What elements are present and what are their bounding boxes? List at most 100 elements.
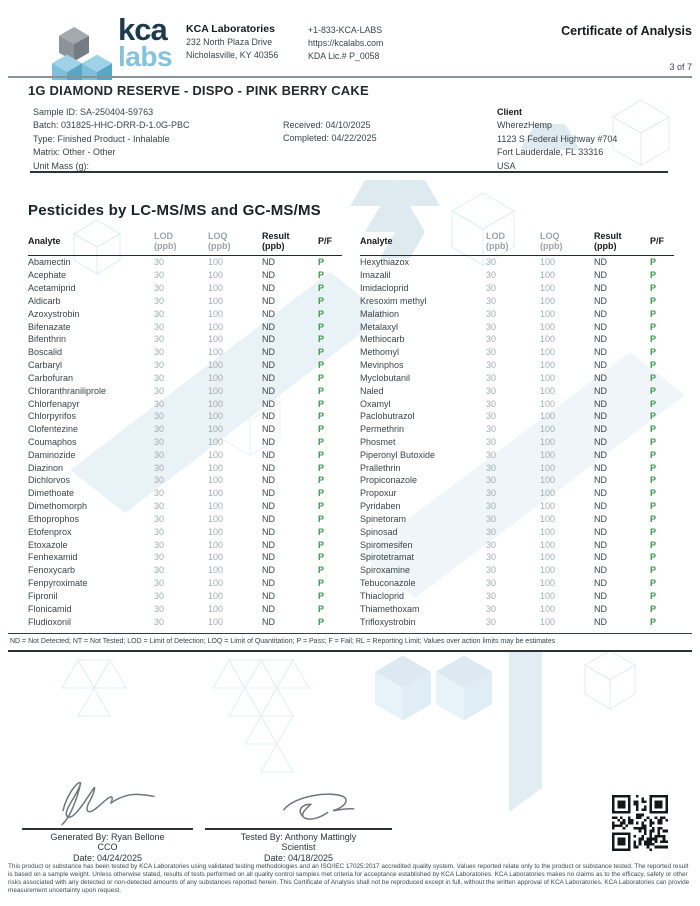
lod-cell: 30: [154, 334, 165, 345]
table-row: Fenpyroximate 30 100 ND P: [28, 577, 342, 590]
loq-cell: 100: [540, 590, 556, 601]
header-line: LOD: [154, 230, 173, 241]
loq-cell: 100: [208, 449, 224, 460]
table-row: Aldicarb 30 100 ND P: [28, 294, 342, 307]
loq-cell: 100: [540, 295, 556, 306]
result-cell: ND: [262, 590, 275, 601]
lab-address-line1: 232 North Plaza Drive: [186, 37, 273, 47]
analyte-cell: Spiroxamine: [360, 565, 411, 576]
lod-cell: 30: [154, 462, 165, 473]
pass-fail-cell: P: [650, 462, 657, 473]
table-row: Dimethomorph 30 100 ND P: [28, 500, 342, 513]
pass-fail-cell: P: [650, 424, 657, 435]
header-line: LOQ: [540, 230, 560, 241]
analyte-cell: Carbaryl: [28, 360, 63, 371]
pass-fail-cell: P: [318, 501, 325, 512]
loq-cell: 100: [540, 385, 556, 396]
pass-fail-cell: P: [650, 578, 657, 589]
pass-fail-cell: P: [318, 475, 325, 486]
table-header-row: Analyte LOD (ppb) LOQ (ppb) Result (ppb) P/…: [360, 228, 674, 256]
pass-fail-cell: P: [318, 424, 325, 435]
sample-info-block: Sample ID: SA-250404-59763 Batch: 031825…: [33, 106, 190, 173]
table-row: Chlorpyrifos 30 100 ND P: [28, 410, 342, 423]
lab-phone: +1-833-KCA-LABS: [308, 25, 383, 35]
table-row: Kresoxim methyl 30 100 ND P: [360, 294, 674, 307]
table-row: Fipronil 30 100 ND P: [28, 590, 342, 603]
table-row: Methomyl 30 100 ND P: [360, 346, 674, 359]
pass-fail-cell: P: [318, 411, 325, 422]
header: kca labs KCA Laboratories 232 North Plaz…: [18, 14, 692, 80]
result-cell: ND: [262, 321, 275, 332]
table-row: Tebuconazole 30 100 ND P: [360, 577, 674, 590]
lod-cell: 30: [486, 437, 497, 447]
lod-cell: 30: [486, 565, 497, 576]
table-row: Spinosad 30 100 ND P: [360, 525, 674, 538]
table-row: Paclobutrazol 30 100 ND P: [360, 410, 674, 423]
pass-fail-cell: P: [650, 308, 657, 319]
loq-cell: 100: [208, 437, 224, 447]
analyte-cell: Spinetoram: [360, 513, 407, 524]
loq-cell: 100: [540, 616, 556, 627]
table-row: Malathion 30 100 ND P: [360, 307, 674, 320]
loq-cell: 100: [208, 565, 224, 576]
lod-cell: 30: [154, 424, 165, 435]
table-row: Prallethrin 30 100 ND P: [360, 461, 674, 474]
lod-cell: 30: [154, 539, 165, 550]
pass-fail-cell: P: [318, 398, 325, 409]
result-cell: ND: [594, 475, 607, 486]
pass-fail-cell: P: [318, 295, 325, 306]
loq-cell: 100: [540, 437, 556, 447]
analyte-cell: Dimethomorph: [28, 501, 88, 512]
analyte-cell: Fenpyroximate: [28, 578, 88, 589]
lod-cell: 30: [154, 321, 165, 332]
signature-line: [22, 828, 193, 830]
lod-cell: 30: [486, 539, 497, 550]
loq-cell: 100: [540, 372, 556, 383]
lod-cell: 30: [154, 603, 165, 614]
table-row: Fenhexamid 30 100 ND P: [28, 551, 342, 564]
pass-fail-cell: P: [650, 347, 657, 358]
lod-cell: 30: [486, 449, 497, 460]
loq-cell: 100: [208, 501, 224, 512]
loq-cell: 100: [540, 462, 556, 473]
sample-info-divider: [30, 171, 668, 173]
lod-cell: 30: [486, 526, 497, 537]
result-cell: ND: [594, 334, 607, 345]
table-row: Carbofuran 30 100 ND P: [28, 371, 342, 384]
generated-by-role: CCO: [97, 842, 118, 853]
sample-type: Type: Finished Product - Inhalable: [33, 133, 170, 144]
qr-code: [612, 795, 668, 851]
result-cell: ND: [594, 526, 607, 537]
result-cell: ND: [594, 462, 607, 473]
result-cell: ND: [594, 501, 607, 512]
completed-date: Completed: 04/22/2025: [283, 133, 377, 144]
table-row: Pyridaben 30 100 ND P: [360, 500, 674, 513]
column-header-analyte: Analyte: [360, 235, 393, 246]
pass-fail-cell: P: [318, 616, 325, 627]
analyte-cell: Bifenthrin: [28, 334, 67, 345]
result-cell: ND: [262, 475, 275, 486]
lab-license: KDA Lic.# P_0058: [308, 51, 380, 62]
table-row: Spirotetramat 30 100 ND P: [360, 551, 674, 564]
column-header-result: Result (ppb): [262, 231, 318, 251]
lab-name: KCA Laboratories: [186, 23, 275, 35]
loq-cell: 100: [208, 603, 224, 614]
pesticides-table-right: Analyte LOD (ppb) LOQ (ppb) Result (ppb) P/…: [360, 228, 674, 628]
pass-fail-cell: P: [318, 578, 325, 589]
lod-cell: 30: [154, 372, 165, 383]
analyte-cell: Oxamyl: [360, 398, 391, 409]
loq-cell: 100: [208, 398, 224, 409]
lod-cell: 30: [486, 475, 497, 486]
result-cell: ND: [594, 578, 607, 589]
tested-signature-image: [205, 782, 392, 828]
analyte-cell: Imazalil: [360, 270, 391, 281]
kca-labs-logo: kca labs: [18, 14, 173, 80]
column-header-analyte: Analyte: [28, 235, 61, 246]
loq-cell: 100: [540, 283, 556, 294]
document-title: Certificate of Analysis: [561, 24, 692, 38]
column-header-lod: LOD (ppb): [154, 231, 208, 251]
table-row: Acetamiprid 30 100 ND P: [28, 282, 342, 295]
loq-cell: 100: [540, 552, 556, 563]
header-divider: [8, 76, 692, 78]
result-cell: ND: [262, 398, 275, 409]
